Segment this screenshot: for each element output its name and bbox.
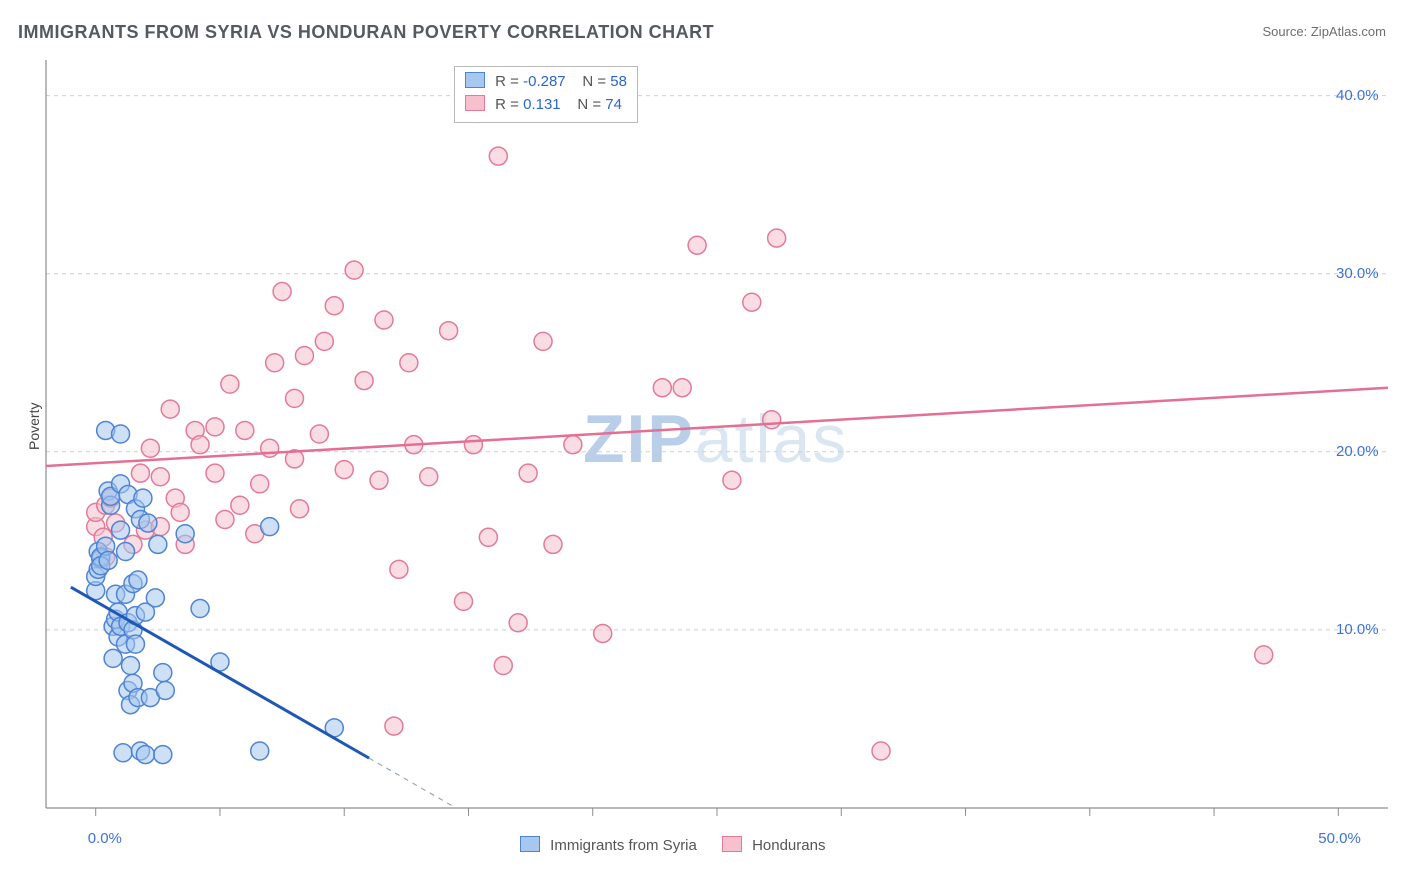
n-value-syria: 58 — [610, 73, 627, 90]
square-icon — [520, 836, 540, 852]
n-value-honduras: 74 — [605, 96, 622, 113]
y-tick-label: 40.0% — [1336, 87, 1379, 104]
square-icon — [465, 72, 485, 88]
y-tick-label: 30.0% — [1336, 265, 1379, 282]
y-tick-label: 10.0% — [1336, 621, 1379, 638]
series-legend: Immigrants from Syria Hondurans — [520, 836, 825, 854]
n-label: N = — [565, 96, 605, 113]
square-icon — [465, 95, 485, 111]
correlation-row-syria: R = -0.287 N = 58 — [465, 71, 627, 94]
correlation-legend: R = -0.287 N = 58 R = 0.131 N = 74 — [454, 66, 638, 123]
scatter-chart — [0, 0, 1406, 892]
y-tick-label: 20.0% — [1336, 443, 1379, 460]
n-label: N = — [570, 73, 610, 90]
correlation-row-honduras: R = 0.131 N = 74 — [465, 94, 627, 117]
x-tick-label: 0.0% — [88, 830, 122, 847]
r-value-honduras: 0.131 — [523, 96, 561, 113]
legend-label-honduras: Hondurans — [752, 837, 825, 854]
r-label: R = — [495, 73, 523, 90]
r-value-syria: -0.287 — [523, 73, 566, 90]
x-tick-label: 50.0% — [1318, 830, 1361, 847]
r-label: R = — [495, 96, 523, 113]
square-icon — [722, 836, 742, 852]
legend-label-syria: Immigrants from Syria — [550, 837, 697, 854]
